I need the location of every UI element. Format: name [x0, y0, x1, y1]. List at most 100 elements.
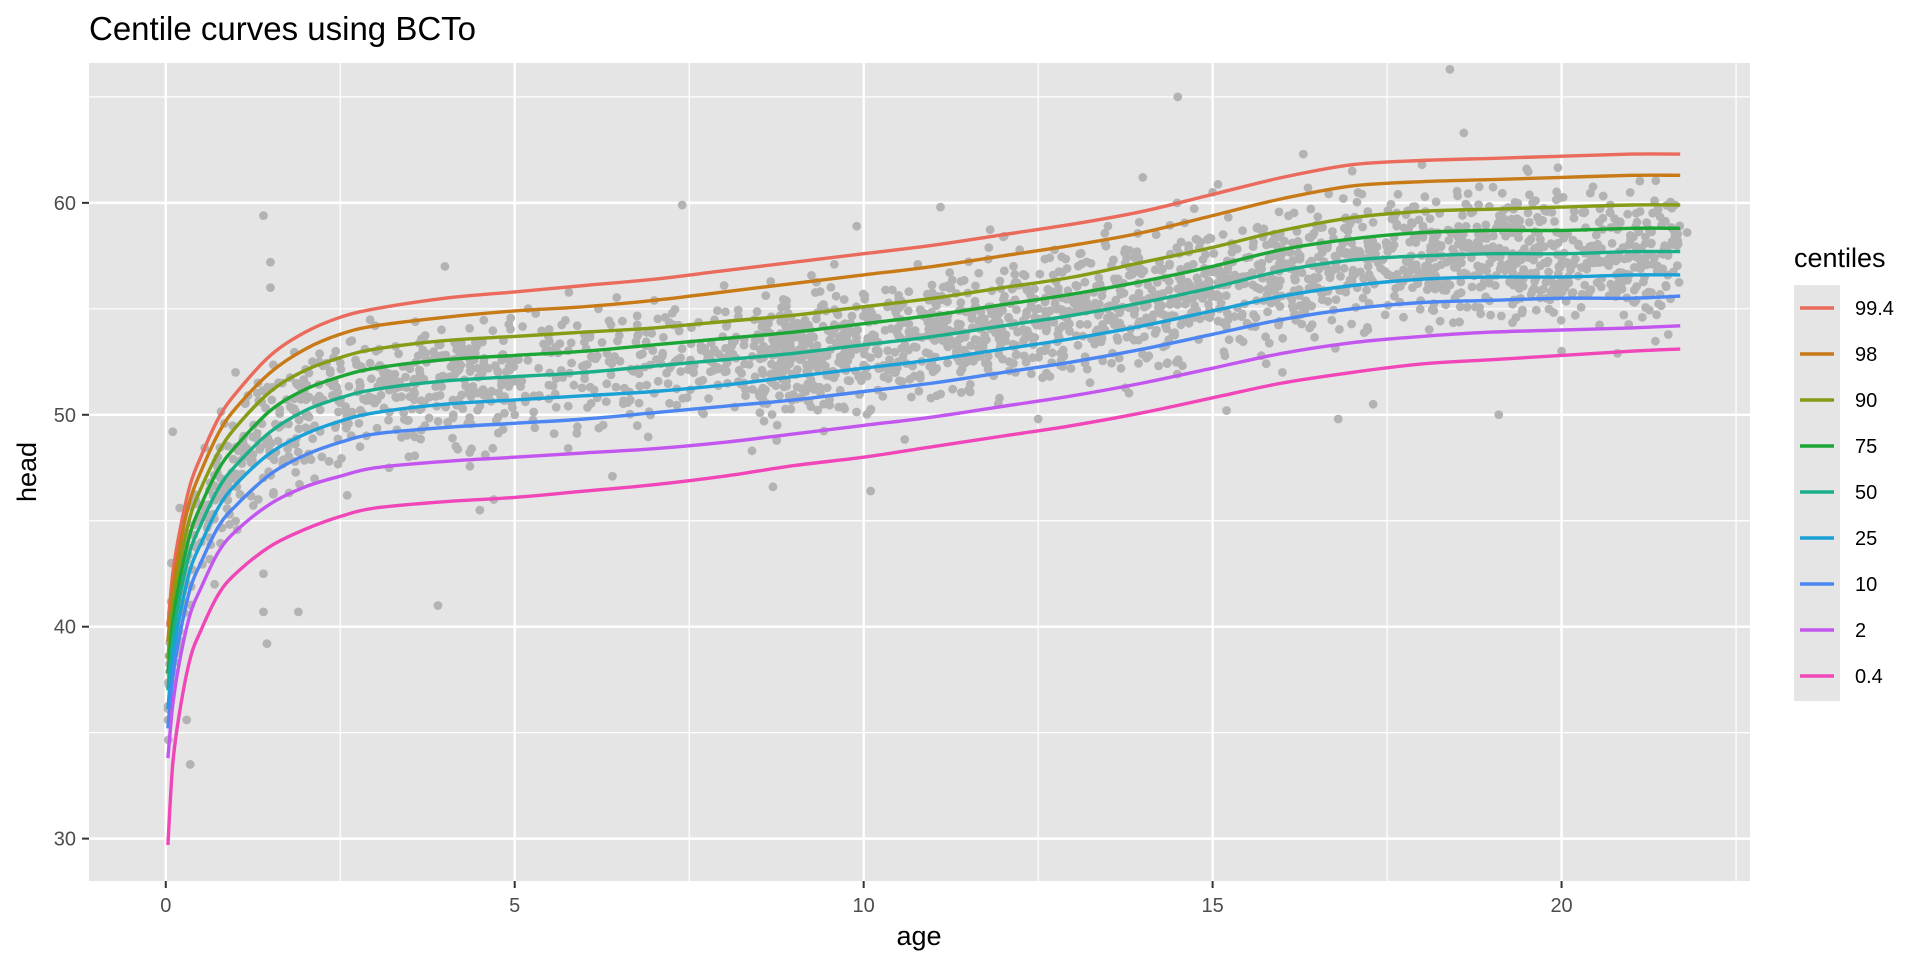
scatter-point [586, 352, 596, 361]
scatter-point [1411, 265, 1421, 274]
scatter-point [1512, 258, 1522, 268]
x-axis-title: age [896, 921, 941, 951]
scatter-point [614, 331, 624, 340]
x-tick-label: 10 [853, 895, 875, 917]
scatter-point [762, 326, 772, 335]
scatter-point [1020, 271, 1030, 281]
scatter-point [1101, 241, 1111, 251]
scatter-point [1489, 231, 1498, 241]
scatter-point [1424, 279, 1433, 289]
scatter-point [1343, 226, 1353, 236]
scatter-point [747, 446, 757, 456]
scatter-point [1673, 239, 1683, 249]
scatter-point [414, 374, 424, 384]
scatter-point [1112, 333, 1122, 342]
scatter-point [401, 372, 410, 382]
scatter-point [397, 392, 406, 402]
scatter-point [768, 482, 778, 492]
scatter-point [604, 316, 614, 326]
scatter-point [1305, 323, 1314, 333]
scatter-point [1058, 345, 1068, 355]
y-tick-label: 60 [54, 193, 76, 215]
scatter-point [516, 382, 525, 391]
scatter-point [1000, 291, 1009, 301]
scatter-point [248, 501, 258, 510]
scatter-point [782, 296, 791, 306]
scatter-point [955, 356, 964, 366]
scatter-point [945, 268, 955, 278]
scatter-point [759, 416, 769, 426]
scatter-point [448, 433, 457, 443]
scatter-point [1611, 256, 1621, 266]
scatter-point [399, 408, 409, 418]
scatter-point [883, 346, 893, 356]
chart-title: Centile curves using BCTo [89, 10, 476, 47]
scatter-point [610, 352, 619, 361]
scatter-point [440, 262, 450, 271]
scatter-point [572, 429, 582, 438]
scatter-point [923, 289, 932, 299]
scatter-point [1083, 320, 1092, 329]
scatter-point [1445, 64, 1455, 74]
scatter-point [473, 405, 482, 415]
scatter-point [1114, 353, 1124, 363]
scatter-point [1598, 191, 1608, 201]
centile-line-75 [166, 226, 1681, 674]
scatter-point [1458, 211, 1467, 220]
scatter-point [943, 358, 952, 368]
scatter-point [415, 365, 424, 375]
scatter-point [488, 326, 498, 336]
scatter-point [1069, 298, 1079, 308]
scatter-point [1213, 316, 1223, 326]
scatter-point [185, 760, 195, 769]
scatter-point [756, 386, 766, 396]
scatter-point [843, 376, 853, 385]
scatter-point [1238, 226, 1247, 236]
scatter-point [1670, 231, 1680, 241]
scatter-point [602, 349, 612, 358]
scatter-point [225, 520, 235, 529]
scatter-point [1571, 254, 1580, 264]
scatter-point [1425, 214, 1435, 224]
scatter-point [1660, 241, 1670, 251]
scatter-point [1380, 310, 1390, 320]
scatter-point [266, 283, 275, 293]
scatter-point [1332, 264, 1342, 273]
scatter-point [1298, 149, 1308, 159]
scatter-point [1453, 289, 1463, 299]
scatter-point [1075, 249, 1085, 259]
scatter-point [561, 316, 570, 325]
scatter-point [956, 298, 966, 308]
scatter-point [1223, 265, 1232, 275]
scatter-point [947, 275, 957, 285]
scatter-point [413, 351, 423, 361]
scatter-point [1212, 292, 1222, 302]
scatter-point [1327, 315, 1337, 325]
scatter-point [606, 370, 616, 380]
scatter-point [1230, 312, 1239, 321]
scatter-point [1654, 299, 1663, 309]
scatter-point [317, 452, 327, 462]
scatter-point [806, 360, 815, 370]
scatter-point [852, 333, 861, 342]
scatter-point [1077, 299, 1087, 309]
scatter-point [308, 357, 317, 367]
scatter-point [1019, 351, 1029, 361]
scatter-point [534, 363, 543, 373]
centile-line-10 [166, 294, 1681, 729]
scatter-point [971, 281, 980, 291]
scatter-point [1216, 298, 1226, 308]
scatter-point [1517, 308, 1527, 318]
scatter-point [1358, 293, 1368, 303]
scatter-point [1576, 303, 1586, 312]
legend-items: 99.4 98 90 75 50 25 10 2 0.4 [1800, 298, 1894, 688]
scatter-point [497, 355, 507, 365]
scatter-point [1222, 406, 1231, 415]
scatter-point [999, 266, 1009, 276]
scatter-point [355, 381, 365, 390]
scatter-point [1047, 348, 1057, 358]
scatter-point [478, 385, 488, 394]
scatter-point [1414, 215, 1424, 225]
scatter-point [1085, 378, 1095, 388]
scatter-point [1094, 273, 1104, 283]
